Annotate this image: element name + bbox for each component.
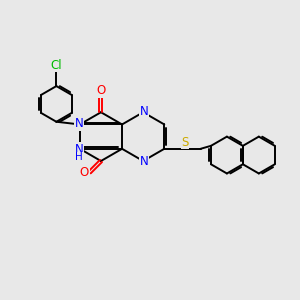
Text: O: O [96,84,106,97]
Text: Cl: Cl [51,59,62,72]
Text: N: N [140,155,148,168]
Text: H: H [75,152,83,162]
Text: O: O [80,167,89,179]
Text: N: N [75,117,84,130]
Text: N: N [75,143,84,156]
Text: S: S [182,136,189,149]
Text: N: N [140,105,148,118]
